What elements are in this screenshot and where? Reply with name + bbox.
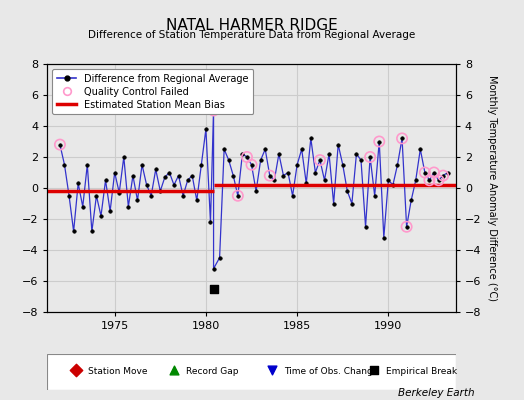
Point	[375, 138, 384, 145]
Text: Record Gap: Record Gap	[186, 367, 238, 376]
Point	[430, 169, 438, 176]
Point	[421, 169, 429, 176]
Y-axis label: Monthly Temperature Anomaly Difference (°C): Monthly Temperature Anomaly Difference (…	[487, 75, 497, 301]
Point	[210, 286, 218, 292]
Point	[247, 162, 256, 168]
Point	[434, 177, 443, 184]
Text: Station Move: Station Move	[88, 367, 148, 376]
Text: Difference of Station Temperature Data from Regional Average: Difference of Station Temperature Data f…	[88, 30, 415, 40]
Text: Berkeley Earth: Berkeley Earth	[398, 388, 474, 398]
Legend: Difference from Regional Average, Quality Control Failed, Estimated Station Mean: Difference from Regional Average, Qualit…	[52, 69, 254, 114]
Point	[439, 172, 447, 179]
Point	[243, 154, 251, 160]
Text: NATAL HARMER RIDGE: NATAL HARMER RIDGE	[166, 18, 337, 33]
Point	[398, 135, 406, 142]
Point	[266, 172, 274, 179]
Point	[370, 367, 378, 374]
Point	[56, 141, 64, 148]
Point	[268, 367, 276, 374]
FancyBboxPatch shape	[47, 354, 456, 390]
Point	[316, 157, 324, 163]
Point	[72, 367, 80, 374]
Text: Time of Obs. Change: Time of Obs. Change	[284, 367, 379, 376]
Point	[425, 177, 434, 184]
Point	[366, 154, 374, 160]
Text: Empirical Break: Empirical Break	[386, 367, 457, 376]
Point	[170, 367, 178, 374]
Point	[210, 107, 218, 114]
Point	[234, 192, 242, 199]
Point	[402, 224, 411, 230]
